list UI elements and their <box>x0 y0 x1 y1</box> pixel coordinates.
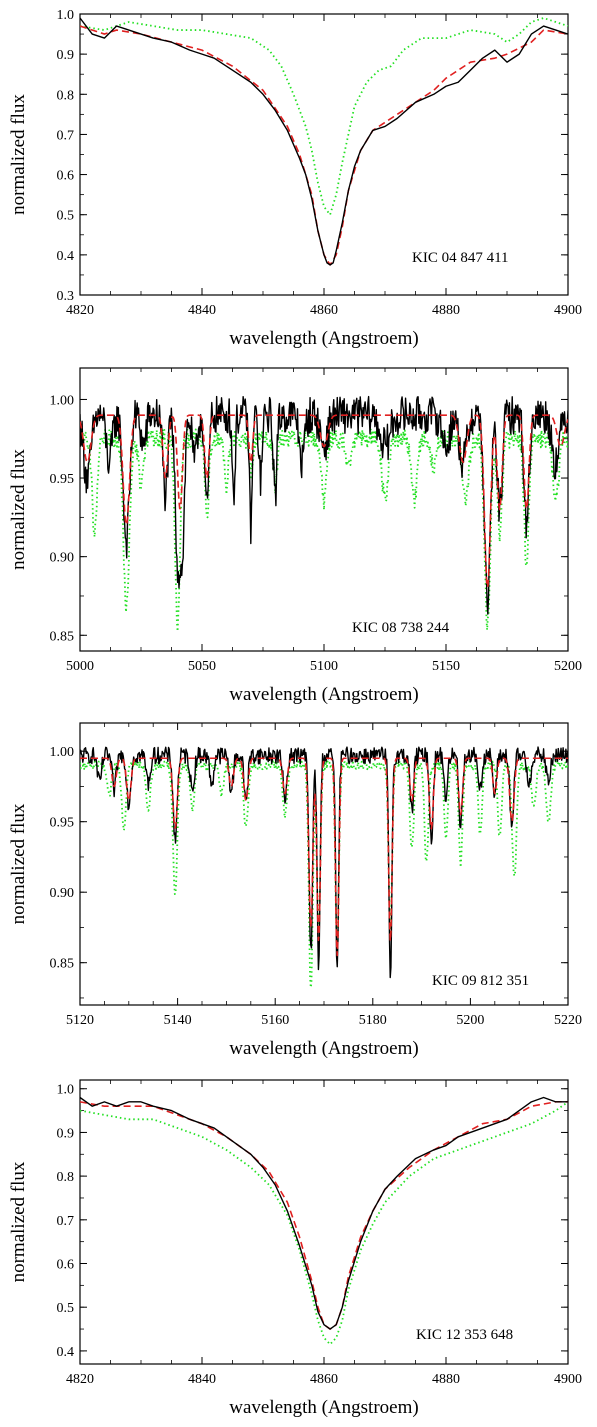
plot-frame <box>79 1079 569 1365</box>
y-axis-title: normalized flux <box>8 1161 29 1282</box>
y-tick-label: 0.90 <box>50 551 75 566</box>
x-axis-title: wavelength (Angstroem) <box>229 684 418 705</box>
x-tick-label: 4880 <box>432 1372 460 1387</box>
x-axis-title: wavelength (Angstroem) <box>229 1397 418 1418</box>
series-model-fit <box>80 25 568 266</box>
y-tick-label: 0.4 <box>57 1345 75 1360</box>
x-tick-label: 4860 <box>310 303 338 318</box>
y-tick-label: 1.00 <box>50 745 75 760</box>
y-tick-label: 1.0 <box>57 1083 75 1098</box>
y-tick-label: 0.8 <box>57 88 75 103</box>
y-tick-label: 0.5 <box>57 209 75 224</box>
y-tick-label: 0.6 <box>57 1258 75 1273</box>
x-tick-label: 5220 <box>554 1013 582 1028</box>
x-tick-label: 5140 <box>164 1013 192 1028</box>
star-id-label: KIC 04 847 411 <box>412 250 509 266</box>
y-tick-label: 0.9 <box>57 48 75 63</box>
x-tick-label: 5100 <box>310 659 338 674</box>
y-tick-label: 0.7 <box>57 1214 75 1229</box>
y-tick-label: 0.8 <box>57 1170 75 1185</box>
x-tick-label: 4900 <box>554 1372 582 1387</box>
series-model-fit <box>80 414 568 588</box>
series-observed <box>80 1096 568 1330</box>
x-tick-label: 4860 <box>310 1372 338 1387</box>
y-tick-label: 0.6 <box>57 169 75 184</box>
series-model-fit <box>80 757 568 957</box>
y-tick-label: 0.90 <box>50 886 75 901</box>
x-tick-label: 5200 <box>554 659 582 674</box>
series-alternative-model <box>80 1101 568 1346</box>
x-tick-label: 4840 <box>188 303 216 318</box>
x-axis-title: wavelength (Angstroem) <box>229 1038 418 1059</box>
x-axis-title: wavelength (Angstroem) <box>229 328 418 349</box>
y-tick-label: 0.4 <box>57 249 75 264</box>
y-tick-label: 0.5 <box>57 1301 75 1316</box>
x-tick-label: 4820 <box>66 303 94 318</box>
x-tick-label: 4840 <box>188 1372 216 1387</box>
x-tick-label: 5120 <box>66 1013 94 1028</box>
y-tick-label: 1.0 <box>57 8 75 23</box>
series-observed <box>80 746 568 979</box>
y-tick-label: 1.00 <box>50 393 75 408</box>
x-tick-label: 5150 <box>432 659 460 674</box>
series-observed <box>80 17 568 266</box>
chart-panel-2: 5000 5050 5100 5150 5200 0.85 0.90 0.95 1.00 wave… <box>8 367 582 705</box>
series-alternative-model <box>80 17 568 216</box>
chart-panel-3: 5120 5140 5160 5180 5200 5220 0.85 0.90 0.95 1.00… <box>8 722 582 1059</box>
y-axis-title: normalized flux <box>8 449 29 570</box>
series-alternative-model <box>80 760 568 989</box>
series-observed <box>80 395 568 615</box>
star-id-label: KIC 09 812 351 <box>432 973 529 989</box>
y-tick-label: 0.95 <box>50 816 75 831</box>
y-axis-title: normalized flux <box>8 94 29 215</box>
star-id-label: KIC 12 353 648 <box>416 1327 513 1343</box>
x-tick-label: 5000 <box>66 659 94 674</box>
x-tick-label: 5160 <box>261 1013 289 1028</box>
chart-panel-4: 4820 4840 4860 4880 4900 0.4 0.5 0.6 0.7 0.8 0.9 1.… <box>8 1079 582 1418</box>
x-tick-label: 5200 <box>456 1013 484 1028</box>
y-tick-label: 0.7 <box>57 128 75 143</box>
x-tick-label: 4900 <box>554 303 582 318</box>
star-id-label: KIC 08 738 244 <box>352 620 450 636</box>
y-axis-title: normalized flux <box>8 803 29 924</box>
plot-frame <box>79 13 569 296</box>
y-tick-label: 0.3 <box>57 289 75 304</box>
y-tick-label: 0.85 <box>50 629 75 644</box>
y-tick-label: 0.9 <box>57 1126 75 1141</box>
y-tick-label: 0.95 <box>50 472 75 487</box>
x-tick-label: 5180 <box>359 1013 387 1028</box>
x-tick-label: 5050 <box>188 659 216 674</box>
x-tick-label: 4880 <box>432 303 460 318</box>
y-tick-label: 0.85 <box>50 957 75 972</box>
chart-panel-1: 4820 4840 4860 4880 4900 0.3 0.4 0.5 0.6 0.7 0.8 0.… <box>8 8 582 349</box>
x-tick-label: 4820 <box>66 1372 94 1387</box>
